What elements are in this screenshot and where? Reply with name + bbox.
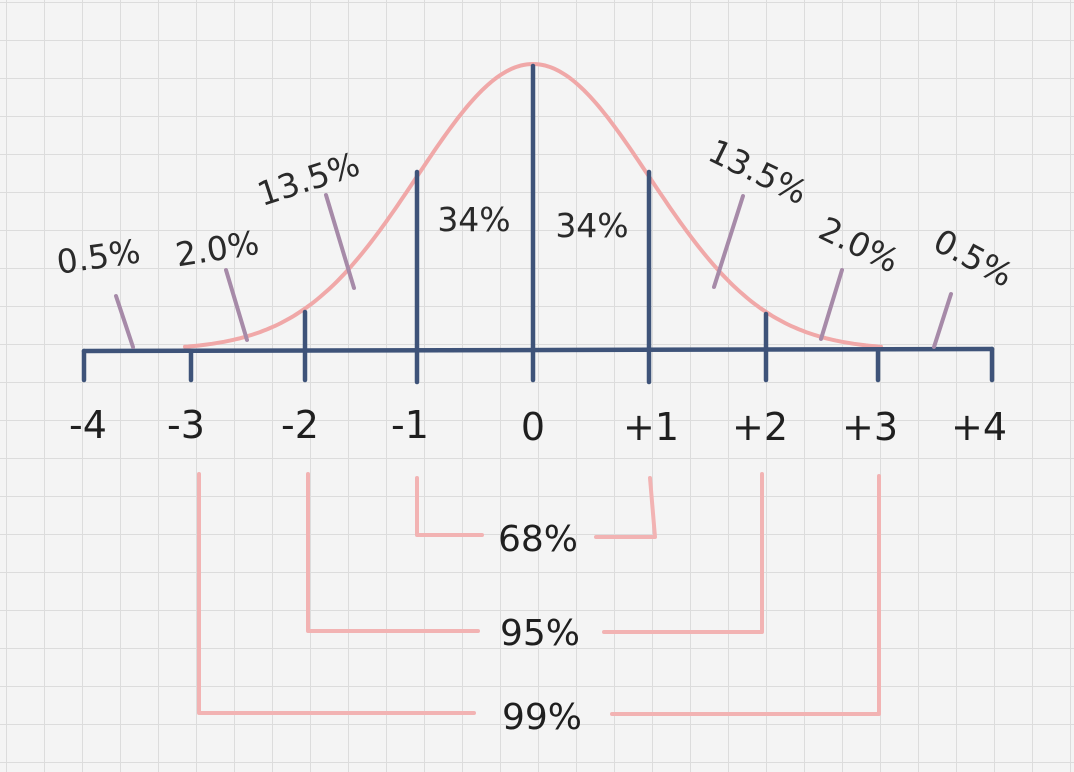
leader-left-1-2	[324, 193, 356, 290]
area-label-right-0-1: 34%	[555, 206, 628, 245]
leader-right-tail	[932, 292, 953, 349]
area-label-left-tail: 0.5%	[54, 231, 142, 281]
area-label-right-2-3: 2.0%	[813, 209, 905, 281]
bracket-99-right	[610, 474, 881, 716]
bracket-68-left	[415, 476, 484, 537]
range-brackets	[197, 472, 881, 716]
axis-labels: -4 -3 -2 -1 0 +1 +2 +3 +4	[69, 403, 1007, 449]
area-labels: 0.5% 2.0% 13.5% 34% 34% 13.5% 2.0% 0.5%	[54, 131, 1019, 295]
x-axis	[81, 346, 995, 383]
axis-label-minus-1: -1	[391, 403, 429, 447]
x-axis-line	[81, 346, 995, 354]
axis-label-minus-4: -4	[69, 403, 107, 447]
leader-right-2-3	[819, 268, 844, 341]
bracket-68-right	[594, 476, 657, 539]
leader-right-1-2	[712, 194, 745, 289]
range-labels: 68% 95% 99%	[498, 519, 582, 738]
axis-label-minus-3: -3	[167, 403, 205, 447]
leader-left-2-3	[224, 268, 249, 342]
axis-label-plus-2: +2	[732, 405, 788, 449]
leader-lines	[114, 193, 953, 349]
axis-label-minus-2: -2	[281, 403, 319, 447]
range-label-68: 68%	[498, 519, 578, 560]
axis-label-plus-3: +3	[842, 405, 898, 449]
range-label-99: 99%	[502, 697, 582, 738]
sd-markers	[302, 63, 769, 385]
axis-label-plus-4: +4	[951, 405, 1007, 449]
bracket-95-left	[306, 472, 480, 633]
area-label-right-tail: 0.5%	[927, 221, 1019, 295]
axis-label-plus-1: +1	[623, 405, 679, 449]
area-label-left-1-2: 13.5%	[253, 144, 365, 213]
area-label-left-2-3: 2.0%	[173, 223, 262, 275]
range-label-95: 95%	[500, 613, 580, 654]
leader-left-tail	[114, 294, 135, 349]
axis-label-zero: 0	[521, 405, 545, 449]
bracket-95-right	[602, 472, 764, 634]
area-label-right-1-2: 13.5%	[702, 131, 813, 212]
area-label-left-0-1: 34%	[437, 200, 510, 239]
bracket-99-left	[197, 472, 476, 715]
